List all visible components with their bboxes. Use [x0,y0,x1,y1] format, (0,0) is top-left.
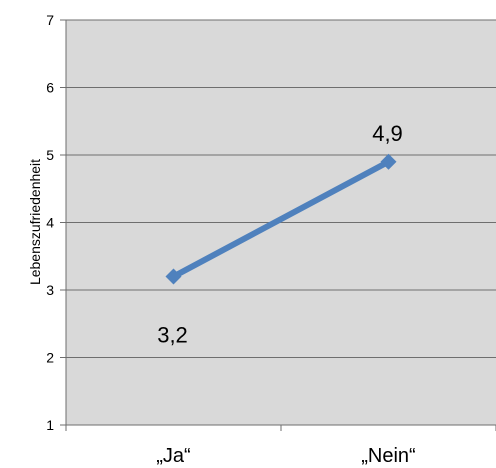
y-tick-label: 6 [46,80,54,96]
y-axis-title: Lebenszufriedenheit [27,159,43,285]
data-point-marker [165,268,182,285]
y-tick-label: 5 [46,147,54,163]
y-tick-label: 7 [46,12,54,28]
x-category-label: „Nein“ [361,445,415,467]
y-tick-label: 2 [46,350,54,366]
data-value-label: 3,2 [157,323,188,348]
data-point-marker [380,153,397,170]
y-tick-label: 1 [46,417,54,433]
y-tick-label: 4 [46,215,54,231]
axes [60,19,496,431]
data-value-label: 4,9 [372,121,403,146]
series-line [172,159,390,280]
x-category-label: „Ja“ [156,445,190,467]
series-layer [165,153,397,285]
labels: 1 2 3 4 5 6 7 „Ja“ „Nein“ 3,2 4,9 [46,12,416,467]
y-tick-label: 3 [46,282,54,298]
